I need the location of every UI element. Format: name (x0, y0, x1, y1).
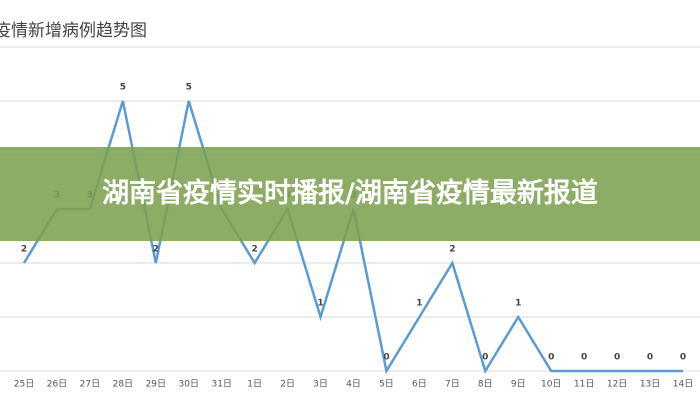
data-label: 0 (647, 353, 653, 363)
banner-text: 湖南省疫情实时播报/湖南省疫情最新报道 (102, 178, 598, 209)
data-label: 2 (21, 245, 27, 255)
data-label: 2 (252, 245, 258, 255)
x-tick-label: 13日 (640, 379, 660, 390)
data-label: 2 (153, 245, 159, 255)
x-tick-label: 31日 (211, 379, 231, 390)
x-tick-label: 14日 (673, 379, 693, 390)
x-tick-label: 25日 (14, 379, 34, 390)
x-tick-label: 1日 (247, 379, 262, 390)
x-tick-label: 2日 (280, 379, 295, 390)
x-tick-label: 5日 (379, 379, 394, 390)
data-label: 1 (515, 299, 521, 309)
x-tick-label: 7日 (445, 379, 460, 390)
data-label: 5 (186, 83, 192, 93)
x-tick-label: 10日 (541, 379, 561, 390)
x-tick-label: 29日 (146, 379, 166, 390)
chart-title: 疫情新增病例趋势图 (0, 21, 147, 41)
data-label: 1 (317, 299, 323, 309)
data-label: 1 (416, 299, 422, 309)
x-tick-label: 30日 (179, 379, 199, 390)
x-tick-label: 11日 (574, 379, 594, 390)
data-label: 0 (548, 353, 554, 363)
x-tick-label: 28日 (113, 379, 133, 390)
data-label: 0 (482, 353, 488, 363)
banner: 湖南省疫情实时播报/湖南省疫情最新报道 (0, 147, 700, 241)
x-tick-label: 9日 (511, 379, 526, 390)
x-tick-label: 3日 (313, 379, 328, 390)
x-tick-label: 26日 (47, 379, 67, 390)
data-label: 2 (449, 245, 455, 255)
x-tick-label: 8日 (478, 379, 493, 390)
data-label: 0 (680, 353, 686, 363)
data-label: 5 (120, 83, 126, 93)
x-tick-label: 4日 (346, 379, 361, 390)
x-tick-label: 27日 (80, 379, 100, 390)
x-tick-label: 6日 (412, 379, 427, 390)
data-label: 0 (581, 353, 587, 363)
x-tick-label: 12日 (607, 379, 627, 390)
data-label: 0 (614, 353, 620, 363)
data-label: 0 (383, 353, 389, 363)
